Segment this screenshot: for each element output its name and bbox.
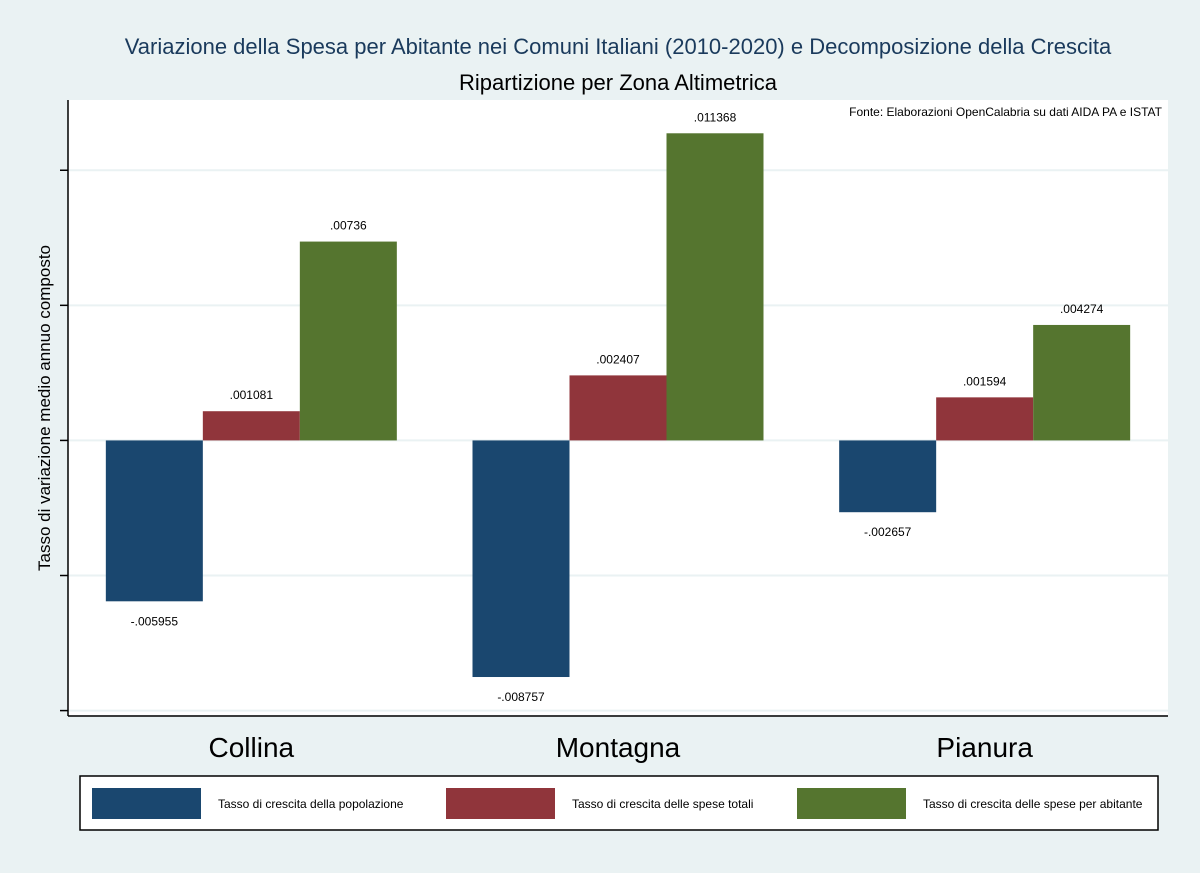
- data-label: .00736: [330, 219, 367, 233]
- bar: [569, 375, 667, 441]
- bar: [299, 241, 397, 441]
- bar: [839, 440, 937, 513]
- legend-swatch: [92, 788, 201, 819]
- bars: [105, 133, 1131, 678]
- y-axis-ticks: [60, 169, 68, 712]
- data-label: .001594: [963, 374, 1007, 388]
- bar: [472, 440, 570, 678]
- bar: [202, 411, 300, 441]
- data-label: -.008757: [497, 690, 545, 704]
- category-label: Collina: [209, 732, 295, 763]
- legend-box: [79, 775, 1159, 831]
- category-label: Montagna: [556, 732, 681, 763]
- bar: [936, 397, 1034, 441]
- legend: Tasso di crescita della popolazione Tasso…: [92, 788, 1143, 819]
- data-label: .002407: [596, 352, 640, 366]
- bar: [105, 440, 203, 602]
- data-label: .004274: [1060, 302, 1104, 316]
- legend-swatch: [446, 788, 555, 819]
- data-label: .011368: [694, 110, 737, 124]
- y-axis-label: Tasso di variazione medio annuo composto: [35, 245, 54, 571]
- source-note: Fonte: Elaborazioni OpenCalabria su dati…: [849, 105, 1163, 119]
- legend-label: Tasso di crescita delle spese per abitan…: [923, 797, 1143, 811]
- chart-subtitle: Ripartizione per Zona Altimetrica: [459, 70, 778, 95]
- data-label: .001081: [230, 388, 274, 402]
- category-label: Pianura: [936, 732, 1033, 763]
- data-label: -.002657: [864, 525, 912, 539]
- legend-label: Tasso di crescita della popolazione: [218, 797, 404, 811]
- bar: [666, 133, 764, 441]
- data-labels: -.005955 .001081 .00736 -.008757 .002407 .011…: [131, 110, 1104, 704]
- legend-swatch: [797, 788, 906, 819]
- bar: [1033, 324, 1131, 441]
- chart-title: Variazione della Spesa per Abitante nei …: [125, 34, 1112, 59]
- legend-label: Tasso di crescita delle spese totali: [572, 797, 753, 811]
- x-axis-categories: Collina Montagna Pianura: [209, 732, 1034, 763]
- data-label: -.005955: [131, 614, 179, 628]
